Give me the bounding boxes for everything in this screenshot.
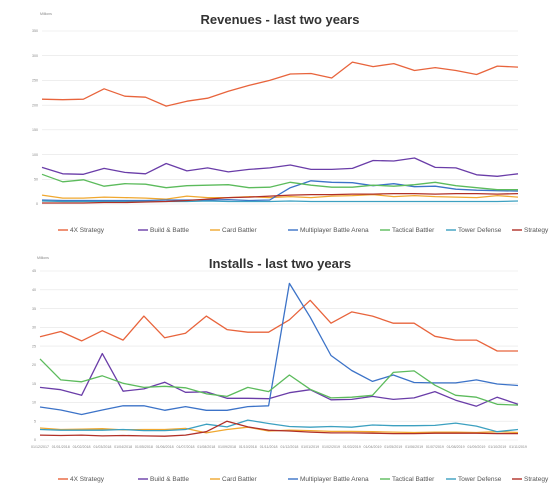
- y-tick-label: 35: [32, 307, 36, 311]
- legend-label: Card Battler: [222, 476, 258, 483]
- x-tick-label: 01/07/2019: [426, 445, 444, 449]
- y-tick-label: 300: [32, 54, 38, 58]
- legend-item: 4X Strategy: [58, 227, 105, 234]
- series-line-card-battler: [41, 193, 519, 200]
- legend-item: Build & Battle: [138, 476, 189, 483]
- x-tick-label: 01/01/2018: [52, 445, 70, 449]
- y-tick-label: 350: [32, 29, 38, 33]
- x-tick-label: 01/03/2018: [93, 445, 111, 449]
- legend-label: Strategy RPG: [524, 476, 550, 483]
- legend-item: Card Battler: [210, 476, 258, 483]
- legend-item: 4X Strategy: [58, 476, 105, 483]
- installs-x-ticks: 01/12/2017 01/01/2018 01/02/2018 01/03/2018…: [31, 445, 527, 449]
- revenues-y-axis-unit: Millions: [40, 12, 52, 16]
- x-tick-label: 01/05/2019: [384, 445, 402, 449]
- y-tick-label: 150: [32, 128, 38, 132]
- installs-series: [39, 282, 519, 437]
- series-line-build-battle: [41, 157, 519, 177]
- installs-legend: 4X Strategy Build & Battle Card Battler Mul…: [58, 476, 550, 483]
- legend-label: Build & Battle: [150, 227, 189, 234]
- x-tick-label: 01/09/2019: [467, 445, 485, 449]
- revenues-chart: Revenues - last two years Millions 0 50 10…: [32, 12, 550, 234]
- y-tick-label: 250: [32, 79, 38, 83]
- revenues-y-ticks: 0 50 100 150 200 250 300 350: [32, 29, 38, 206]
- x-tick-label: 01/11/2018: [260, 445, 278, 449]
- x-tick-label: 01/10/2019: [488, 445, 506, 449]
- legend-item: Tower Defense: [446, 476, 502, 483]
- legend-label: Tactical Battler: [392, 227, 435, 234]
- y-tick-label: 25: [32, 344, 36, 348]
- revenues-chart-title: Revenues - last two years: [201, 12, 360, 27]
- y-tick-label: 100: [32, 153, 38, 157]
- y-tick-label: 20: [32, 363, 36, 367]
- legend-label: 4X Strategy: [70, 476, 105, 483]
- revenues-legend: 4X Strategy Build & Battle Card Battler Mul…: [58, 227, 550, 234]
- series-line-build-battle: [39, 352, 519, 407]
- series-line-tactical-battler: [39, 358, 519, 406]
- legend-item: Tactical Battler: [380, 227, 435, 234]
- series-line-strategy-rpg: [42, 192, 519, 204]
- x-tick-label: 01/03/2019: [343, 445, 361, 449]
- y-tick-label: 45: [32, 269, 36, 273]
- x-tick-label: 01/09/2018: [218, 445, 236, 449]
- x-tick-label: 01/01/2019: [301, 445, 319, 449]
- x-tick-label: 01/02/2019: [322, 445, 340, 449]
- x-tick-label: 01/04/2019: [364, 445, 382, 449]
- installs-chart: Installs - last two years Millions 0 5 10 1…: [31, 256, 550, 483]
- x-tick-label: 01/12/2018: [280, 445, 298, 449]
- legend-label: Tower Defense: [458, 476, 502, 483]
- y-tick-label: 200: [32, 103, 38, 107]
- legend-item: Strategy RPG: [512, 476, 550, 483]
- series-line-tower-defense: [39, 419, 519, 433]
- revenues-series: [41, 61, 519, 204]
- x-tick-label: 01/06/2018: [156, 445, 174, 449]
- y-tick-label: 40: [32, 288, 36, 292]
- x-tick-label: 01/08/2018: [197, 445, 215, 449]
- y-tick-label: 10: [32, 401, 36, 405]
- series-line-strategy-rpg: [39, 420, 518, 437]
- legend-label: Multiplayer Battle Arena: [300, 227, 369, 234]
- series-line-tactical-battler: [41, 173, 518, 191]
- legend-label: Multiplayer Battle Arena: [300, 476, 369, 483]
- x-tick-label: 01/04/2018: [114, 445, 132, 449]
- revenues-gridlines: [42, 30, 518, 205]
- y-tick-label: 50: [34, 177, 38, 181]
- x-tick-label: 01/05/2018: [135, 445, 153, 449]
- legend-item: Multiplayer Battle Arena: [288, 227, 369, 234]
- legend-label: Tower Defense: [458, 227, 502, 234]
- x-tick-label: 01/11/2019: [509, 445, 527, 449]
- x-tick-label: 01/02/2018: [73, 445, 91, 449]
- legend-label: Strategy RPG: [524, 227, 550, 234]
- series-line-multiplayer-battle-arena: [39, 282, 519, 416]
- legend-item: Build & Battle: [138, 227, 189, 234]
- y-tick-label: 0: [34, 438, 36, 442]
- x-tick-label: 01/10/2018: [239, 445, 257, 449]
- series-line-multiplayer-battle-arena: [41, 180, 519, 202]
- installs-chart-title: Installs - last two years: [209, 256, 351, 271]
- y-tick-label: 0: [36, 202, 38, 206]
- legend-label: Card Battler: [222, 227, 258, 234]
- installs-y-ticks: 0 5 10 15 20 25 30 35 40 45: [32, 269, 36, 442]
- x-tick-label: 01/12/2017: [31, 445, 49, 449]
- series-line-4x-strategy: [39, 299, 518, 352]
- legend-item: Card Battler: [210, 227, 258, 234]
- legend-label: 4X Strategy: [70, 227, 105, 234]
- legend-item: Tactical Battler: [380, 476, 435, 483]
- legend-item: Tower Defense: [446, 227, 502, 234]
- legend-label: Tactical Battler: [392, 476, 435, 483]
- legend-item: Strategy RPG: [512, 227, 550, 234]
- series-line-tower-defense: [41, 200, 519, 203]
- installs-y-axis-unit: Millions: [37, 256, 49, 260]
- series-line-4x-strategy: [41, 61, 519, 107]
- y-tick-label: 15: [32, 382, 36, 386]
- x-tick-label: 01/08/2019: [447, 445, 465, 449]
- x-tick-label: 01/07/2018: [176, 445, 194, 449]
- y-tick-label: 5: [34, 419, 36, 423]
- y-tick-label: 30: [32, 326, 36, 330]
- legend-label: Build & Battle: [150, 476, 189, 483]
- legend-item: Multiplayer Battle Arena: [288, 476, 369, 483]
- x-tick-label: 01/06/2019: [405, 445, 423, 449]
